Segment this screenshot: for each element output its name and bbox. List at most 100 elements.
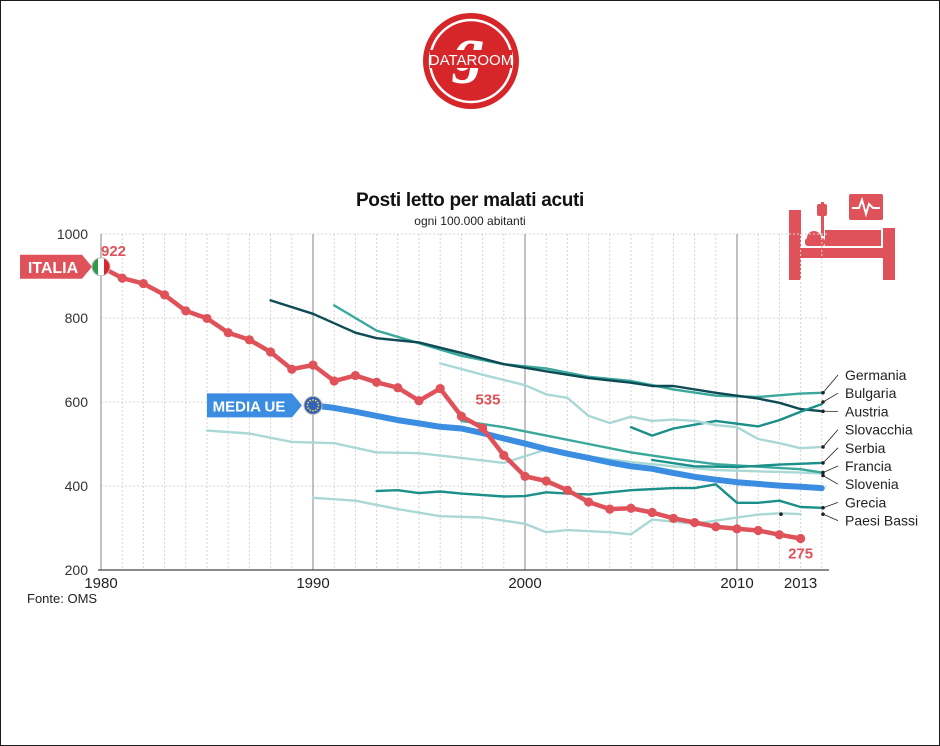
italia-point — [393, 383, 403, 393]
flag-border — [91, 257, 111, 277]
italia-point — [223, 328, 233, 338]
legend-anchor-dot — [821, 512, 825, 516]
eu-star — [312, 398, 314, 401]
legend-anchor-dot — [821, 461, 825, 465]
x-tick-label: 1980 — [84, 575, 117, 592]
italia-point — [308, 360, 318, 370]
eu-star — [317, 404, 320, 407]
italia-point — [160, 290, 170, 300]
legend-leader — [822, 475, 839, 485]
x-tick-label: 1990 — [296, 575, 329, 592]
series-line-francia — [460, 419, 823, 474]
dataroom-logo: g DATAROOM — [423, 13, 519, 109]
logo-band — [430, 50, 512, 68]
legend-anchor-dot — [779, 512, 783, 516]
legend-leader — [822, 513, 839, 521]
italia-point — [117, 273, 127, 283]
italia-point — [244, 335, 254, 345]
legend-anchor-dot — [821, 506, 825, 510]
italia-tag — [20, 254, 92, 279]
italia-point — [266, 347, 276, 357]
italia-point — [414, 396, 424, 406]
eu-star — [309, 409, 312, 412]
legend-label: Grecia — [845, 494, 886, 510]
y-tick-label: 1000 — [57, 226, 88, 242]
eu-star — [316, 401, 319, 404]
italia-point — [435, 383, 445, 394]
italia-point — [181, 306, 191, 316]
series-line-slovenia — [651, 458, 823, 469]
italia-point — [372, 377, 382, 387]
italia-point — [287, 364, 297, 374]
legend-label: Francia — [845, 458, 892, 474]
italia-point — [647, 507, 657, 518]
legend-label: Slovacchia — [845, 422, 913, 438]
italia-point — [520, 471, 530, 481]
x-tick-label: 2000 — [508, 575, 541, 592]
eu-star — [309, 399, 312, 402]
italia-point — [626, 503, 636, 513]
chart-title: Posti letto per malati acuti — [355, 190, 585, 211]
italia-point — [605, 504, 615, 514]
eu-star — [316, 407, 319, 410]
legend-leader — [822, 374, 839, 394]
y-tick-label: 200 — [65, 562, 89, 578]
italia-point — [138, 278, 148, 289]
italia-point — [562, 485, 573, 495]
series-line-germania — [333, 304, 823, 399]
series-line-austria — [629, 402, 823, 437]
italia-data-label: 922 — [101, 243, 126, 260]
eu-star — [307, 401, 310, 404]
hospital-bed-icon — [789, 194, 895, 280]
logo-text: DATAROOM — [429, 52, 513, 69]
italia-point — [456, 411, 466, 421]
italia-point — [774, 530, 785, 540]
eu-flag-icon — [303, 395, 323, 415]
italia-point — [499, 450, 509, 460]
flag-red — [104, 257, 110, 276]
eu-star — [306, 404, 309, 407]
eu-star — [314, 409, 317, 412]
legend-anchor-dot — [821, 473, 825, 478]
italia-tag-label: ITALIA — [28, 260, 79, 277]
series-line-paesi-bassi — [311, 496, 802, 536]
series-line-serbia — [205, 429, 823, 475]
legend-anchor-dot — [821, 400, 825, 404]
italia-point — [329, 376, 339, 386]
series-line-grecia — [375, 483, 823, 509]
eu-star — [312, 409, 314, 412]
flag-green — [92, 257, 98, 276]
y-tick-label: 400 — [65, 478, 89, 494]
italia-point — [350, 370, 360, 381]
legend-leader — [822, 447, 839, 464]
legend-label: Bulgaria — [845, 385, 897, 401]
legend-label: Paesi Bassi — [845, 513, 918, 529]
legend-leader — [822, 392, 839, 403]
legend-label: Slovenia — [845, 476, 899, 492]
legend-leader — [822, 429, 839, 448]
italia-point — [668, 513, 679, 523]
y-tick-label: 600 — [65, 394, 89, 410]
legend-label: Austria — [845, 403, 889, 419]
legend-leader — [822, 465, 839, 473]
media-ue-tag — [207, 393, 302, 418]
eu-star — [314, 399, 317, 402]
chart-subtitle: ogni 100.000 abitanti — [414, 214, 526, 228]
italia-data-label: 535 — [475, 391, 500, 408]
source-note: Fonte: OMS — [27, 591, 98, 606]
x-tick-label: 2013 — [784, 575, 817, 592]
italia-point — [753, 525, 763, 536]
italia-data-label: 275 — [788, 546, 813, 563]
legend-label: Serbia — [845, 440, 886, 456]
y-tick-label: 800 — [65, 310, 89, 326]
flag-white — [98, 257, 104, 276]
legend-leader — [822, 502, 839, 509]
italia-point — [690, 517, 700, 528]
legend-anchor-dot — [821, 445, 825, 449]
italia-point — [202, 313, 212, 324]
x-tick-label: 2010 — [720, 575, 753, 592]
legend-anchor-dot — [821, 409, 825, 414]
series-line-italia — [99, 264, 801, 541]
italia-point — [541, 476, 551, 486]
